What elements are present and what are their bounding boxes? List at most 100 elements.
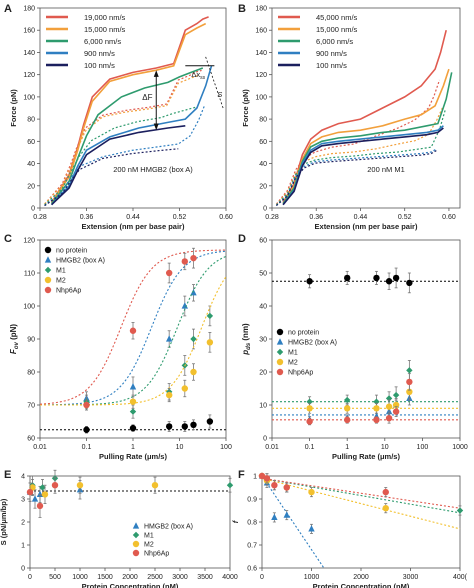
curve-15,000 nm/s xyxy=(50,22,207,203)
data-point xyxy=(151,482,159,489)
legend-label: 15,000 nm/s xyxy=(84,25,126,34)
y-tick-label: 1 xyxy=(253,474,257,481)
y-tick-label: 180 xyxy=(255,6,267,13)
y-tick-label: 0.8 xyxy=(247,520,257,527)
y-tick-label: 40 xyxy=(27,161,35,168)
data-point xyxy=(226,482,234,489)
data-point xyxy=(51,482,59,489)
data-point xyxy=(129,424,137,432)
data-point xyxy=(283,484,290,491)
data-point xyxy=(129,408,137,415)
plot-frame xyxy=(29,475,231,569)
legend-label: M2 xyxy=(56,278,66,285)
relax-curve-6,000 nm/s xyxy=(275,110,446,206)
panel-label: C xyxy=(4,233,12,245)
x-tick-label: 4000 xyxy=(222,574,238,581)
x-tick-label: 2500 xyxy=(147,574,163,581)
x-tick-label: 0.01 xyxy=(33,444,47,451)
legend-label: 100 nm/s xyxy=(84,61,115,70)
panel-label: E xyxy=(4,469,11,481)
data-point xyxy=(165,335,173,342)
y-tick-label: 0.9 xyxy=(247,497,257,504)
data-point xyxy=(190,335,197,343)
y-tick-label: 3 xyxy=(21,497,25,504)
y-tick-label: 60 xyxy=(259,139,267,146)
data-point xyxy=(308,488,315,496)
y-tick-label: 40 xyxy=(259,161,267,168)
y-tick-label: 0.6 xyxy=(247,566,257,573)
y-tick-label: 120 xyxy=(23,238,35,245)
data-point xyxy=(392,391,400,399)
y-tick-label: 1 xyxy=(21,543,25,550)
y-tick-label: 0 xyxy=(263,436,267,443)
panel-B: 0.28 0.36 0.44 0.52 0.60 0 20 40 60 80 100 120 140 16… xyxy=(238,3,461,231)
data-point xyxy=(206,339,214,346)
panel-annotation: 200 nM M1 xyxy=(367,165,405,174)
plot-frame xyxy=(271,7,461,209)
y-tick-label: 140 xyxy=(255,50,267,57)
x-tick-label: 1500 xyxy=(97,574,113,581)
data-point xyxy=(406,279,413,287)
data-point xyxy=(181,423,188,430)
data-point xyxy=(385,395,393,402)
legend-label: HMGB2 (box A) xyxy=(56,258,105,265)
data-point xyxy=(129,383,137,390)
data-point xyxy=(258,472,266,480)
curve-900 nm/s xyxy=(51,65,213,206)
data-point xyxy=(283,511,290,518)
data-point xyxy=(31,495,39,502)
fit-curve-M1 xyxy=(40,255,227,406)
data-point xyxy=(181,385,188,392)
data-point xyxy=(344,405,351,412)
data-point xyxy=(181,302,188,309)
x-tick-label: 0.28 xyxy=(265,214,279,221)
curve-100 nm/s xyxy=(282,127,444,206)
legend-marker xyxy=(132,522,140,529)
legend-marker xyxy=(276,368,284,376)
legend-label: 6,000 nm/s xyxy=(316,37,353,46)
legend-label: no protein xyxy=(288,330,319,337)
data-point xyxy=(129,398,137,405)
y-tick-label: 60 xyxy=(27,436,35,443)
x-tick-label: 100 xyxy=(417,444,429,451)
legend-label: 100 nm/s xyxy=(316,61,347,70)
x-tick-label: 0.44 xyxy=(354,214,368,221)
x-axis-label: Pulling Rate (μm/s) xyxy=(99,452,167,461)
data-point xyxy=(306,418,313,425)
data-point xyxy=(344,396,351,404)
x-axis-label: Pulling Rate (μm/s) xyxy=(332,452,400,461)
y-tick-label: 90 xyxy=(27,337,35,344)
x-tick-label: 3000 xyxy=(403,574,419,581)
y-tick-label: 0.7 xyxy=(247,543,257,550)
y-axis-label: f xyxy=(231,519,240,523)
curve-45,000 nm/s xyxy=(282,30,447,203)
y-axis-label: S (pN/μm/bp) xyxy=(0,498,8,545)
legend-label: HMGB2 (box A) xyxy=(288,340,337,347)
panel-D: 0.01 0.1 1 10 100 1000 0 10 20 30 40 50 60 Pulling Ra… xyxy=(238,233,468,461)
fit-curve-Nhp6Ap xyxy=(39,249,226,405)
legend-label: M1 xyxy=(288,350,298,357)
legend-marker xyxy=(44,266,52,274)
curve-19,000 nm/s xyxy=(50,16,209,203)
x-tick-label: 0.52 xyxy=(398,214,412,221)
relax-curve-19,000 nm/s xyxy=(44,69,202,205)
data-point xyxy=(190,421,197,428)
x-tick-label: 0.60 xyxy=(219,214,233,221)
data-point xyxy=(385,278,393,285)
legend-marker xyxy=(44,286,52,294)
y-tick-label: 2 xyxy=(21,520,25,527)
x-tick-label: 1000 xyxy=(452,444,468,451)
y-tick-label: 4 xyxy=(21,474,25,481)
relax-curve-900 nm/s xyxy=(44,105,206,207)
x-tick-label: 1 xyxy=(345,444,349,451)
y-tick-label: 70 xyxy=(27,403,35,410)
y-tick-label: 30 xyxy=(259,337,267,344)
data-point xyxy=(129,327,137,334)
data-point xyxy=(373,416,380,424)
data-point xyxy=(385,403,393,410)
legend-label: 15,000 nm/s xyxy=(316,25,358,34)
data-point xyxy=(165,423,173,430)
legend-marker xyxy=(132,549,140,557)
data-point xyxy=(382,488,389,496)
